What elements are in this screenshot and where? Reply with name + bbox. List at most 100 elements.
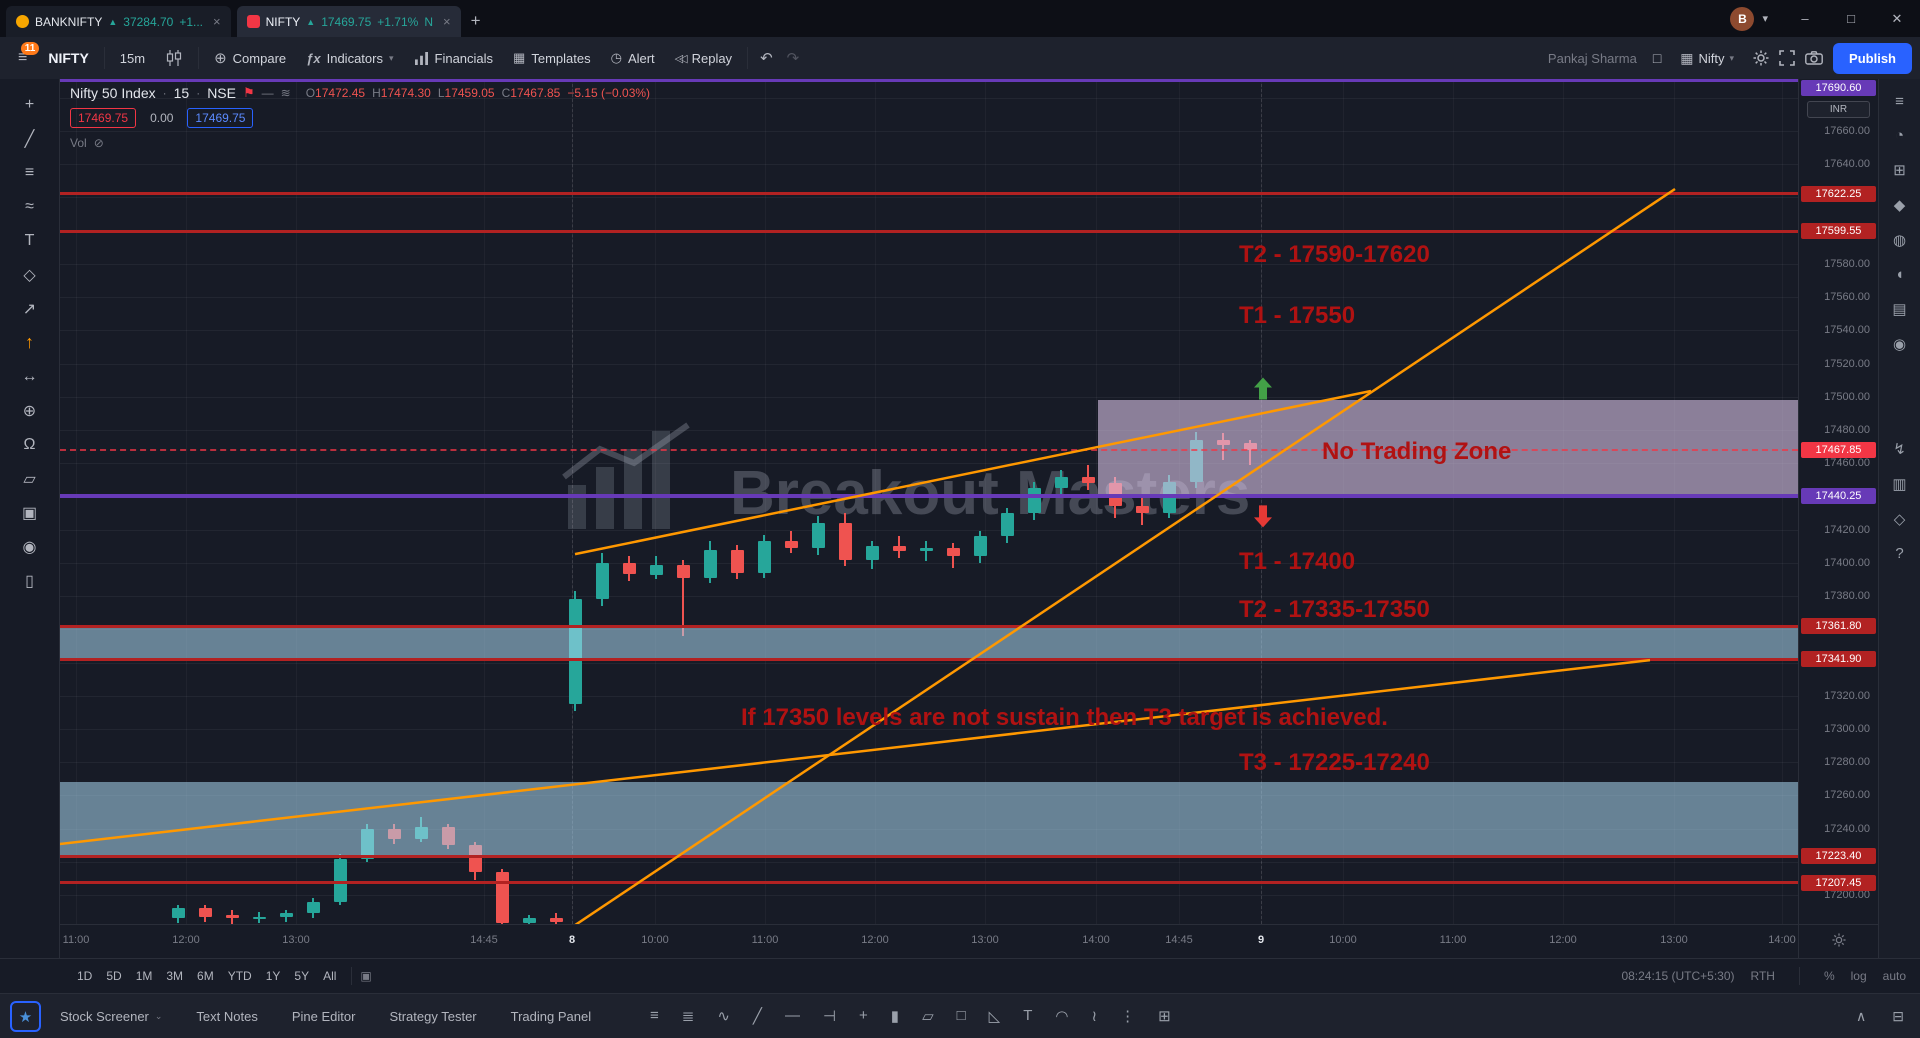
financials-button[interactable]: Financials	[405, 45, 503, 72]
cross-line-icon[interactable]: ⊣	[822, 1008, 837, 1025]
bar-icon[interactable]: ▮	[890, 1008, 900, 1025]
range-1y[interactable]: 1Y	[265, 969, 281, 983]
wave-icon[interactable]: ≀	[1091, 1008, 1098, 1025]
measure-tool[interactable]: ↔	[21, 367, 38, 385]
tab-pine-editor[interactable]: Pine Editor	[291, 1008, 356, 1024]
range-5d[interactable]: 5D	[106, 969, 122, 983]
text-tool[interactable]: T	[24, 231, 35, 249]
interval-button[interactable]: 15m	[119, 50, 146, 66]
range-3m[interactable]: 3M	[166, 969, 184, 983]
eye-off-icon[interactable]: ⊘	[93, 136, 104, 150]
indicators-button[interactable]: ƒx Indicators ▾	[306, 50, 394, 66]
camera-icon[interactable]	[1805, 51, 1823, 65]
arrow-marker-tool[interactable]: ↑	[25, 332, 34, 352]
target-t2-upper[interactable]: T2 - 17590-17620	[1239, 240, 1430, 268]
hotlists-icon[interactable]: ⊞	[1893, 162, 1906, 179]
object-tree-icon[interactable]: ◇	[1893, 511, 1906, 528]
trendline-icon[interactable]: ╱	[752, 1008, 762, 1025]
range-all[interactable]: All	[323, 969, 337, 983]
fib-retracement-tool[interactable]: ≡	[24, 163, 35, 181]
range-5y[interactable]: 5Y	[294, 969, 310, 983]
tab-strategy-tester[interactable]: Strategy Tester	[389, 1008, 477, 1024]
grid-icon[interactable]: ⊞	[1158, 1008, 1171, 1025]
rect-icon[interactable]: □	[956, 1007, 966, 1024]
volume-label[interactable]: Vol	[70, 136, 87, 150]
range-6m[interactable]: 6M	[197, 969, 214, 983]
streams-icon[interactable]: ▤	[1892, 301, 1907, 318]
alert-button[interactable]: ◷ Alert	[610, 50, 655, 66]
legend-symbol[interactable]: Nifty 50 Index	[70, 85, 156, 101]
target-t2-lower[interactable]: T2 - 17335-17350	[1239, 596, 1430, 623]
band-17342-17362[interactable]	[60, 626, 1798, 660]
favorites-star-button[interactable]: ★	[10, 1001, 41, 1032]
undo-icon[interactable]: ↶	[760, 50, 773, 67]
tab-nifty[interactable]: NIFTY ▲ 17469.75 +1.71% N ×	[236, 6, 461, 37]
legend-exchange[interactable]: NSE	[207, 85, 236, 101]
price-level-line[interactable]	[60, 657, 1798, 661]
currency-badge[interactable]: INR	[1807, 101, 1870, 118]
no-trading-zone-label[interactable]: No Trading Zone	[1322, 438, 1512, 466]
avatar[interactable]: B	[1730, 6, 1755, 31]
crosshair-tool[interactable]: +	[24, 95, 35, 113]
alerts-icon[interactable]: ◔	[1894, 127, 1905, 144]
panel-layout-icon[interactable]: ⊟	[1892, 1007, 1904, 1024]
fullscreen-icon[interactable]	[1779, 50, 1795, 66]
go-to-date-icon[interactable]: ▣	[360, 969, 372, 983]
target-t3[interactable]: T3 - 17225-17240	[1239, 748, 1430, 776]
price-level-line[interactable]	[60, 79, 1798, 82]
target-t1-lower[interactable]: T1 - 17400	[1239, 547, 1356, 575]
chat-icon[interactable]: ◖	[1894, 266, 1905, 283]
magnet-tool[interactable]: Ω	[23, 435, 36, 453]
chart-type-button[interactable]	[156, 44, 192, 72]
watchlist-icon[interactable]: ≡	[1895, 93, 1904, 110]
band-17223-17268[interactable]	[60, 782, 1798, 857]
price-box-red[interactable]: 17469.75	[70, 108, 137, 128]
redo-icon[interactable]: ↷	[786, 50, 800, 67]
layers-icon[interactable]: ≣	[681, 1008, 695, 1025]
layouts-icon[interactable]: □	[1652, 50, 1662, 66]
brush-tool[interactable]: ≈	[25, 197, 34, 215]
remove-drawings-tool[interactable]: ▯	[25, 572, 34, 590]
legend-interval[interactable]: 15	[173, 85, 190, 101]
chevron-down-icon[interactable]: ▾	[1762, 13, 1768, 25]
layout-select-button[interactable]: ▦ Nifty ▾	[1680, 49, 1735, 66]
pencil-icon[interactable]: ▱	[922, 1008, 934, 1025]
hide-drawings-tool[interactable]: ◉	[22, 538, 37, 556]
trend-line-tool[interactable]: ╱	[24, 130, 35, 148]
price-level-line[interactable]	[60, 192, 1798, 196]
text-icon[interactable]: T	[1023, 1007, 1033, 1024]
down-arrow-marker[interactable]	[1254, 505, 1272, 528]
drawing-mode-tool[interactable]: ▱	[23, 470, 36, 488]
price-box-blue[interactable]: 17469.75	[187, 108, 254, 128]
notifications-icon[interactable]: ◉	[1892, 336, 1907, 353]
forecast-tool[interactable]: ↗	[22, 300, 37, 318]
clock-readout[interactable]: 08:24:15 (UTC+5:30)	[1621, 969, 1735, 983]
hamburger-menu-button[interactable]: ≡ 11	[8, 42, 40, 73]
templates-button[interactable]: ▦ Templates	[513, 50, 591, 66]
tab-text-notes[interactable]: Text Notes	[196, 1008, 258, 1024]
collapse-panel-icon[interactable]: ∧	[1856, 1007, 1867, 1024]
help-icon[interactable]: ?	[1895, 545, 1904, 562]
publish-button[interactable]: Publish	[1833, 42, 1912, 74]
tab-trading-panel[interactable]: Trading Panel	[510, 1008, 592, 1024]
curve-icon[interactable]: ∿	[717, 1008, 730, 1025]
close-tab-icon[interactable]: ×	[442, 14, 451, 29]
minds-icon[interactable]: ◍	[1892, 232, 1907, 249]
gear-icon[interactable]	[1753, 50, 1769, 66]
replay-button[interactable]: ◁◁ Replay	[674, 50, 733, 66]
compare-button[interactable]: ⊕ Compare	[214, 50, 287, 67]
price-level-line[interactable]	[60, 229, 1798, 233]
more-options-icon[interactable]: ≋	[280, 86, 291, 100]
price-level-line[interactable]	[60, 854, 1798, 858]
range-1d[interactable]: 1D	[77, 969, 93, 983]
close-button[interactable]: ✕	[1891, 10, 1903, 26]
price-level-line[interactable]	[60, 881, 1798, 885]
zoom-in-tool[interactable]: ⊕	[22, 402, 37, 420]
xabcd-pattern-tool[interactable]: ◇	[23, 266, 36, 284]
note-17350[interactable]: If 17350 levels are not sustain then T3 …	[741, 704, 1388, 731]
triangle-icon[interactable]: ◺	[988, 1008, 1001, 1025]
tab-banknifty[interactable]: BANKNIFTY ▲ 37284.70 +1... ×	[6, 6, 231, 37]
tab-stock-screener[interactable]: Stock Screener ⌄	[60, 1008, 163, 1024]
price-axis[interactable]: INR 17690.60 17622.25 17599.55 17440.25 1736…	[1798, 79, 1878, 958]
dots-icon[interactable]: ⋮	[1120, 1008, 1136, 1025]
